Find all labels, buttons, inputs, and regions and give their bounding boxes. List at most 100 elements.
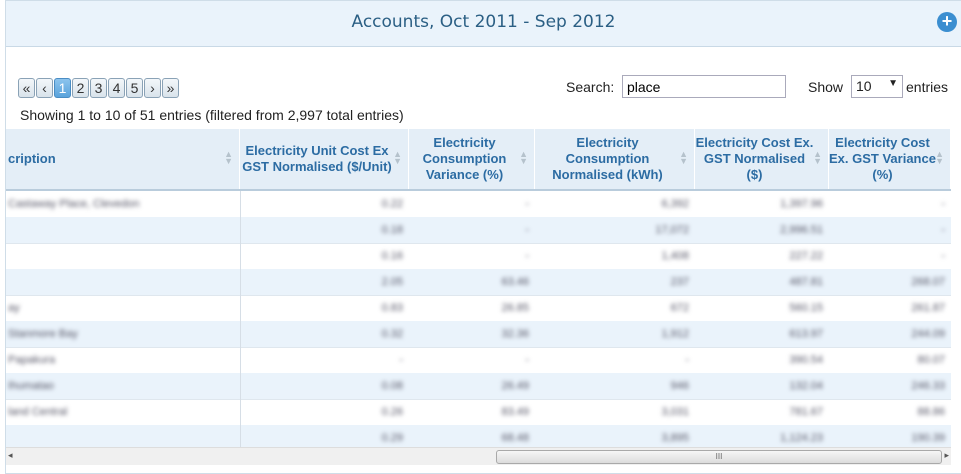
table-cell: 237 — [670, 276, 689, 288]
table-cell: 261.87 — [911, 302, 945, 314]
pagination: « ‹ 1 2 3 4 5 › » — [18, 78, 179, 98]
column-divider — [240, 347, 241, 373]
table-cell: ay — [8, 302, 20, 314]
table-row: 2.05 63.46 237 487.81 268.07 — [6, 269, 951, 296]
table-cell: 1,912 — [661, 328, 689, 340]
table-cell: 68.48 — [501, 432, 529, 444]
table-cell: - — [525, 224, 529, 236]
table-cell: 0.29 — [381, 432, 403, 444]
column-header-cost-normalised[interactable]: Electricity Cost Ex. GST Normalised ($) … — [695, 129, 829, 189]
sort-icon: ▲ ▼ — [393, 149, 402, 166]
table-cell: Ihumatao — [8, 380, 54, 392]
entries-select-value: 10 — [856, 78, 872, 94]
column-header-consumption-variance[interactable]: Electricity Consumption Variance (%) ▲ ▼ — [409, 129, 535, 189]
last-page-button[interactable]: » — [162, 78, 179, 98]
table-cell: 781.67 — [789, 406, 823, 418]
table-row: Stanmore Bay 0.32 32.36 1,912 613.97 244.09 — [6, 321, 951, 348]
first-page-button[interactable]: « — [18, 78, 35, 98]
search-label: Search: — [566, 79, 615, 95]
table-cell: - — [399, 354, 403, 366]
scroll-left-icon[interactable]: ◂ — [8, 450, 13, 460]
table-cell: 3,895 — [661, 432, 689, 444]
table-cell: 0.22 — [381, 198, 403, 210]
table-cell: Castaway Place, Clevedon — [8, 198, 140, 210]
table-cell: - — [941, 224, 945, 236]
table-cell: land Central — [8, 406, 68, 418]
table-row: ay 0.83 26.85 672 560.15 261.87 — [6, 295, 951, 322]
table-cell: 0.32 — [381, 328, 403, 340]
table-cell: 3,031 — [661, 406, 689, 418]
table-header: cription ▲ ▼ Electricity Unit Cost Ex GST… — [6, 129, 951, 191]
table-cell: 88.86 — [917, 406, 945, 418]
table-row: Ihumatao 0.08 26.49 946 132.04 246.33 — [6, 373, 951, 400]
table-row: Castaway Place, Clevedon 0.22 - 6,392 1,397.… — [6, 191, 951, 218]
page-button-5[interactable]: 5 — [126, 78, 143, 98]
table-cell: - — [685, 354, 689, 366]
table-cell: 6,392 — [661, 198, 689, 210]
table-cell: 132.04 — [789, 380, 823, 392]
horizontal-scrollbar[interactable]: ◂ III ▸ — [6, 447, 951, 465]
table-cell: 83.49 — [501, 406, 529, 418]
column-header-unit-cost[interactable]: Electricity Unit Cost Ex GST Normalised … — [240, 129, 409, 189]
table-cell: 244.09 — [911, 328, 945, 340]
table-cell — [6, 243, 240, 269]
column-divider — [240, 321, 241, 347]
table-cell: - — [941, 198, 945, 210]
scrollbar-thumb[interactable]: III — [496, 450, 942, 464]
search-input[interactable] — [622, 75, 786, 98]
page-button-4[interactable]: 4 — [108, 78, 125, 98]
accounts-table: cription ▲ ▼ Electricity Unit Cost Ex GST… — [6, 129, 951, 447]
column-divider — [240, 399, 241, 425]
table-cell: 560.15 — [789, 302, 823, 314]
plus-circle-icon[interactable]: + — [937, 12, 957, 32]
table-cell: 227.22 — [789, 250, 823, 262]
panel-header: Accounts, Oct 2011 - Sep 2012 + — [6, 1, 961, 47]
table-cell: 63.46 — [501, 276, 529, 288]
table-row: 0.16 - 1,408 227.22 - — [6, 243, 951, 270]
column-divider — [240, 269, 241, 295]
table-cell: 268.07 — [911, 276, 945, 288]
table-cell: 946 — [670, 380, 689, 392]
column-divider — [240, 243, 241, 269]
prev-page-button[interactable]: ‹ — [36, 78, 53, 98]
table-cell — [6, 217, 240, 243]
column-header-description[interactable]: cription ▲ ▼ — [6, 129, 240, 189]
table-row: Papakura - - - 390.54 80.07 — [6, 347, 951, 374]
scroll-right-icon[interactable]: ▸ — [944, 450, 949, 460]
table-cell: 1,124.23 — [780, 432, 823, 444]
entries-select[interactable]: 10 ▼ — [851, 75, 903, 98]
column-header-consumption-normalised[interactable]: Electricity Consumption Normalised (kWh)… — [535, 129, 695, 189]
table-cell: 1,408 — [661, 250, 689, 262]
column-divider — [240, 373, 241, 399]
column-divider — [240, 425, 241, 447]
page-button-1[interactable]: 1 — [54, 78, 71, 98]
column-divider — [240, 217, 241, 243]
table-cell: Papakura — [8, 354, 56, 366]
table-cell: 672 — [670, 302, 689, 314]
table-cell: 0.18 — [381, 224, 403, 236]
table-cell: 487.81 — [789, 276, 823, 288]
table-cell: 26.85 — [501, 302, 529, 314]
table-cell: 190.39 — [911, 432, 945, 444]
table-cell: - — [525, 354, 529, 366]
table-cell: 246.33 — [911, 380, 945, 392]
table-cell: 80.07 — [917, 354, 945, 366]
next-page-button[interactable]: › — [144, 78, 161, 98]
column-divider — [240, 191, 241, 217]
sort-icon: ▲ ▼ — [813, 149, 822, 166]
sort-icon: ▲ ▼ — [519, 149, 528, 166]
table-cell: 26.49 — [501, 380, 529, 392]
show-label: Show — [808, 79, 844, 95]
table-cell: 0.26 — [381, 406, 403, 418]
sort-icon: ▲ ▼ — [224, 149, 233, 166]
table-cell: 2,996.51 — [780, 224, 823, 236]
table-row: 0.18 - 17,072 2,996.51 - — [6, 217, 951, 244]
page-title: Accounts, Oct 2011 - Sep 2012 — [351, 12, 616, 32]
sort-icon: ▲ ▼ — [679, 149, 688, 166]
table-info: Showing 1 to 10 of 51 entries (filtered … — [20, 107, 404, 123]
table-row: land Central 0.26 83.49 3,031 781.67 88.86 — [6, 399, 951, 426]
column-header-cost-variance[interactable]: Electricity Cost Ex. GST Variance (%) ▲ ▼ — [829, 129, 951, 189]
page-button-2[interactable]: 2 — [72, 78, 89, 98]
page-button-3[interactable]: 3 — [90, 78, 107, 98]
table-cell: 613.97 — [789, 328, 823, 340]
